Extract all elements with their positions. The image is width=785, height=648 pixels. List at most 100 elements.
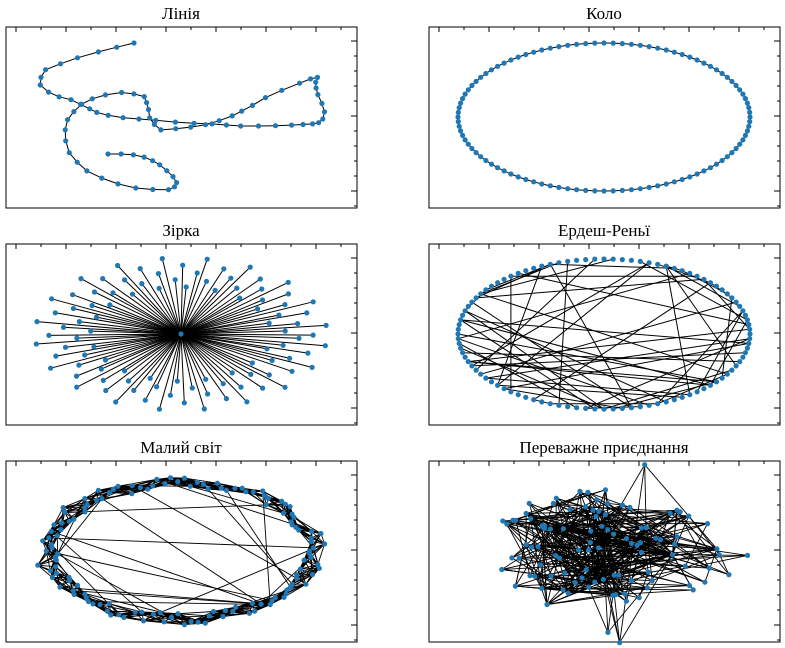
node	[701, 276, 707, 282]
node	[583, 567, 589, 573]
node	[462, 354, 468, 360]
node	[63, 138, 69, 144]
node	[89, 302, 95, 309]
node	[742, 132, 749, 138]
edge	[585, 506, 681, 513]
edge	[579, 491, 586, 507]
node	[220, 614, 226, 620]
node	[230, 608, 236, 614]
panel-circle: Коло	[428, 4, 781, 209]
node	[713, 67, 720, 73]
node	[547, 401, 553, 407]
node	[91, 344, 97, 350]
node	[129, 491, 135, 497]
ticks	[438, 27, 780, 207]
node	[508, 273, 514, 279]
node	[737, 87, 743, 93]
node	[686, 582, 693, 589]
edge	[180, 281, 207, 335]
edge	[161, 258, 182, 335]
edge	[48, 333, 182, 336]
node	[232, 485, 238, 491]
node	[181, 622, 188, 628]
edge	[180, 333, 293, 372]
node	[628, 187, 635, 193]
node	[261, 493, 267, 499]
node	[114, 44, 120, 50]
node	[455, 336, 461, 342]
node	[553, 495, 559, 501]
node	[465, 303, 471, 309]
node	[547, 526, 554, 532]
edge	[672, 554, 748, 556]
edge	[563, 528, 589, 551]
edge	[721, 297, 733, 379]
node	[556, 402, 562, 408]
edge	[607, 502, 647, 528]
node	[314, 74, 321, 80]
edge	[101, 498, 262, 605]
node	[556, 44, 562, 50]
node	[203, 376, 209, 382]
node	[544, 601, 550, 608]
node	[88, 328, 94, 334]
node	[599, 523, 605, 529]
edge	[77, 51, 99, 59]
node	[565, 404, 571, 410]
edge	[53, 507, 64, 526]
node	[679, 176, 685, 183]
node	[206, 613, 212, 619]
node	[535, 544, 541, 550]
node	[469, 363, 475, 369]
node	[531, 265, 537, 271]
node	[150, 186, 156, 193]
edge	[645, 527, 710, 569]
node	[462, 91, 468, 97]
node	[495, 280, 501, 286]
edge	[180, 333, 253, 364]
node	[305, 350, 311, 356]
edge	[180, 266, 251, 335]
node	[687, 270, 693, 276]
edge	[468, 361, 711, 386]
edge	[615, 589, 694, 596]
node	[308, 554, 314, 561]
node	[483, 157, 489, 164]
node	[291, 514, 297, 520]
node	[131, 387, 137, 393]
panel-erdos-renyi: Ердеш-Реньї	[428, 221, 781, 426]
panel-frame	[5, 26, 358, 209]
panel-frame	[428, 460, 781, 643]
node	[131, 40, 137, 46]
edge	[512, 519, 545, 527]
edge	[544, 502, 608, 527]
node	[93, 314, 100, 320]
node	[56, 94, 62, 100]
node	[243, 489, 249, 495]
node	[74, 582, 81, 589]
edge	[519, 549, 579, 559]
node	[115, 262, 121, 269]
edge	[180, 333, 263, 389]
node	[145, 106, 152, 113]
node	[84, 168, 90, 174]
edge	[180, 333, 205, 410]
node	[266, 320, 272, 326]
node	[238, 123, 244, 129]
edge	[180, 301, 314, 335]
edge	[86, 170, 103, 179]
node	[223, 396, 229, 402]
node	[282, 501, 288, 507]
node	[304, 310, 310, 316]
node	[43, 67, 49, 73]
node	[49, 574, 56, 581]
node	[694, 171, 700, 177]
edge	[530, 518, 569, 594]
node	[82, 496, 88, 502]
edge	[568, 554, 748, 594]
edge	[252, 491, 267, 505]
node	[488, 161, 495, 167]
edge	[48, 537, 314, 549]
edge	[460, 319, 749, 344]
node	[121, 614, 127, 621]
